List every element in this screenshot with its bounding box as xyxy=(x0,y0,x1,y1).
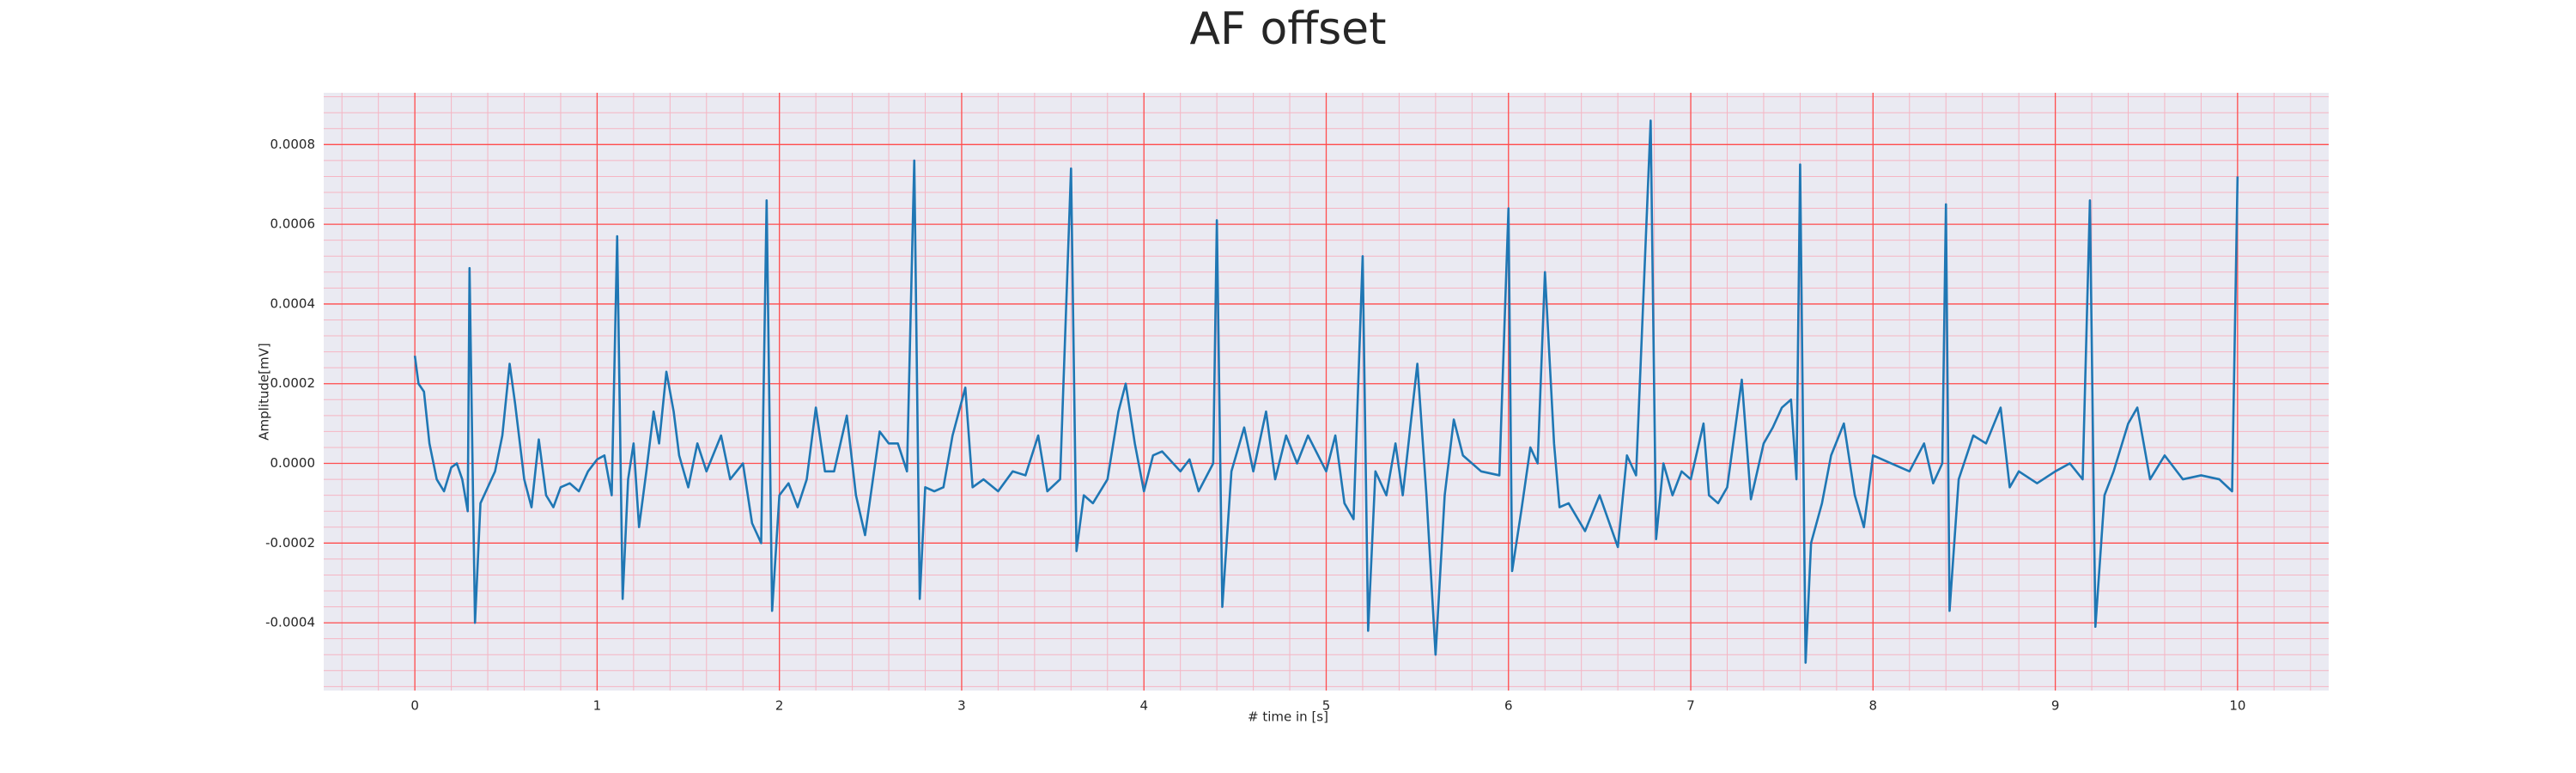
x-tick-label: 5 xyxy=(1322,698,1331,714)
y-axis-label: Amplitude[mV] xyxy=(257,343,272,440)
y-tick-label: 0.0002 xyxy=(270,375,316,391)
x-tick-label: 9 xyxy=(2051,698,2060,714)
y-tick-label: 0.0000 xyxy=(270,455,316,471)
x-axis-label: # time in [s] xyxy=(1248,709,1328,725)
y-tick-label: 0.0006 xyxy=(270,216,316,232)
y-tick-label: 0.0004 xyxy=(270,295,316,311)
x-tick-label: 6 xyxy=(1504,698,1513,714)
x-tick-label: 2 xyxy=(775,698,784,714)
y-tick-label: 0.0008 xyxy=(270,137,316,152)
chart-title: AF offset xyxy=(1189,3,1386,55)
signal-line xyxy=(413,119,2239,664)
x-tick-label: 3 xyxy=(957,698,966,714)
x-tick-label: 0 xyxy=(410,698,419,714)
x-tick-label: 8 xyxy=(1869,698,1878,714)
x-tick-label: 1 xyxy=(593,698,602,714)
y-tick-label: -0.0002 xyxy=(265,535,315,551)
x-tick-label: 7 xyxy=(1686,698,1695,714)
y-tick-label: -0.0004 xyxy=(265,615,315,630)
x-tick-label: 4 xyxy=(1139,698,1148,714)
x-tick-label: 10 xyxy=(2229,698,2245,714)
